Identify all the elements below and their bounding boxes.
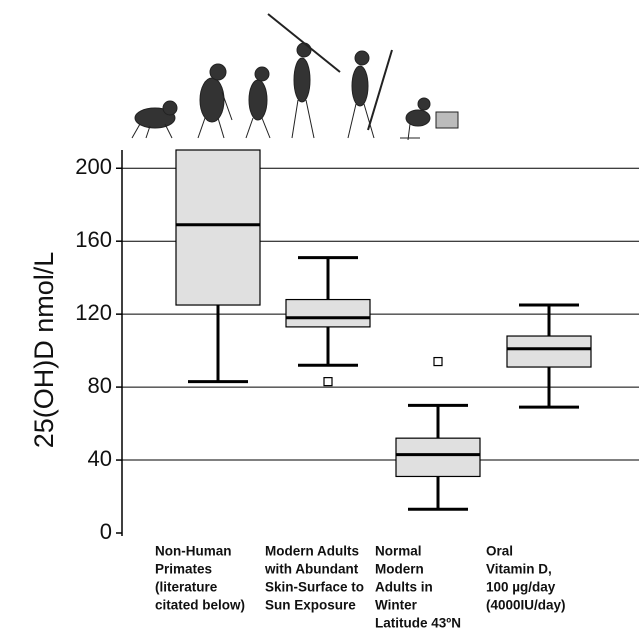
box: [507, 336, 591, 367]
chart: 25(OH)D nmol/L 0 40 80 120 160 200 Non-Human Pr…: [0, 0, 639, 637]
y-tick-label: 120: [75, 300, 112, 325]
x-category-label: Adults in: [375, 580, 433, 595]
box: [176, 150, 260, 305]
x-category-label: Sun Exposure: [265, 598, 356, 613]
x-category-label: Winter: [375, 598, 418, 613]
x-category-label: Primates: [155, 562, 212, 577]
x-category-label: Modern: [375, 562, 424, 577]
y-tick-label: 0: [100, 519, 112, 544]
x-category-label: (literature: [155, 580, 218, 595]
box: [396, 438, 480, 476]
x-category-label: Skin-Surface to: [265, 580, 364, 595]
x-category-label: Modern Adults: [265, 544, 359, 559]
x-category-label: (4000IU/day): [486, 598, 566, 613]
x-category-label: 100 µg/day: [486, 580, 556, 595]
x-category-label: Non-Human: [155, 544, 232, 559]
x-category-label: Latitude 43ºN: [375, 616, 461, 631]
box: [286, 300, 370, 327]
y-tick-label: 160: [75, 227, 112, 252]
x-category-label: citated below): [155, 598, 245, 613]
y-tick-label: 80: [88, 373, 112, 398]
x-category-label: with Abundant: [264, 562, 359, 577]
evolution-illustration: [132, 14, 458, 140]
outlier: [324, 378, 332, 386]
y-tick-label: 40: [88, 446, 112, 471]
y-tick-label: 200: [75, 154, 112, 179]
y-axis-label: 25(OH)D nmol/L: [29, 252, 59, 449]
x-category-label: Vitamin D,: [486, 562, 552, 577]
x-category-label: Normal: [375, 544, 422, 559]
x-category-label: Oral: [486, 544, 513, 559]
outlier: [434, 358, 442, 366]
